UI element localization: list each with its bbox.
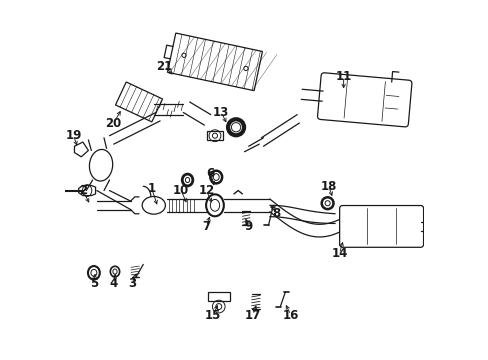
Text: 11: 11 <box>335 70 351 83</box>
Text: 15: 15 <box>204 309 221 321</box>
Bar <box>206 131 223 140</box>
Polygon shape <box>79 185 95 195</box>
Text: 2: 2 <box>79 184 87 197</box>
Ellipse shape <box>321 197 333 209</box>
Text: 3: 3 <box>127 277 136 290</box>
Ellipse shape <box>205 194 224 216</box>
Text: 17: 17 <box>244 309 261 321</box>
Text: 8: 8 <box>271 207 280 220</box>
Ellipse shape <box>89 149 112 181</box>
FancyBboxPatch shape <box>317 73 411 127</box>
Text: 18: 18 <box>320 180 336 193</box>
Polygon shape <box>74 142 88 157</box>
Text: 20: 20 <box>105 117 122 130</box>
Text: 19: 19 <box>65 129 81 142</box>
Text: 5: 5 <box>90 277 98 290</box>
Text: 10: 10 <box>173 184 189 197</box>
Text: 14: 14 <box>330 247 347 260</box>
Text: 7: 7 <box>202 220 210 233</box>
Text: 21: 21 <box>156 60 172 73</box>
Bar <box>207 292 229 301</box>
Text: 1: 1 <box>147 182 155 195</box>
Text: 16: 16 <box>282 309 299 321</box>
Text: 13: 13 <box>213 106 229 119</box>
Ellipse shape <box>88 266 100 280</box>
Text: 6: 6 <box>206 167 214 180</box>
Ellipse shape <box>142 197 165 214</box>
Text: 12: 12 <box>198 184 214 197</box>
Text: 4: 4 <box>109 277 118 290</box>
Text: 9: 9 <box>244 220 252 233</box>
FancyBboxPatch shape <box>339 206 423 247</box>
Ellipse shape <box>210 171 222 183</box>
Ellipse shape <box>110 266 120 277</box>
